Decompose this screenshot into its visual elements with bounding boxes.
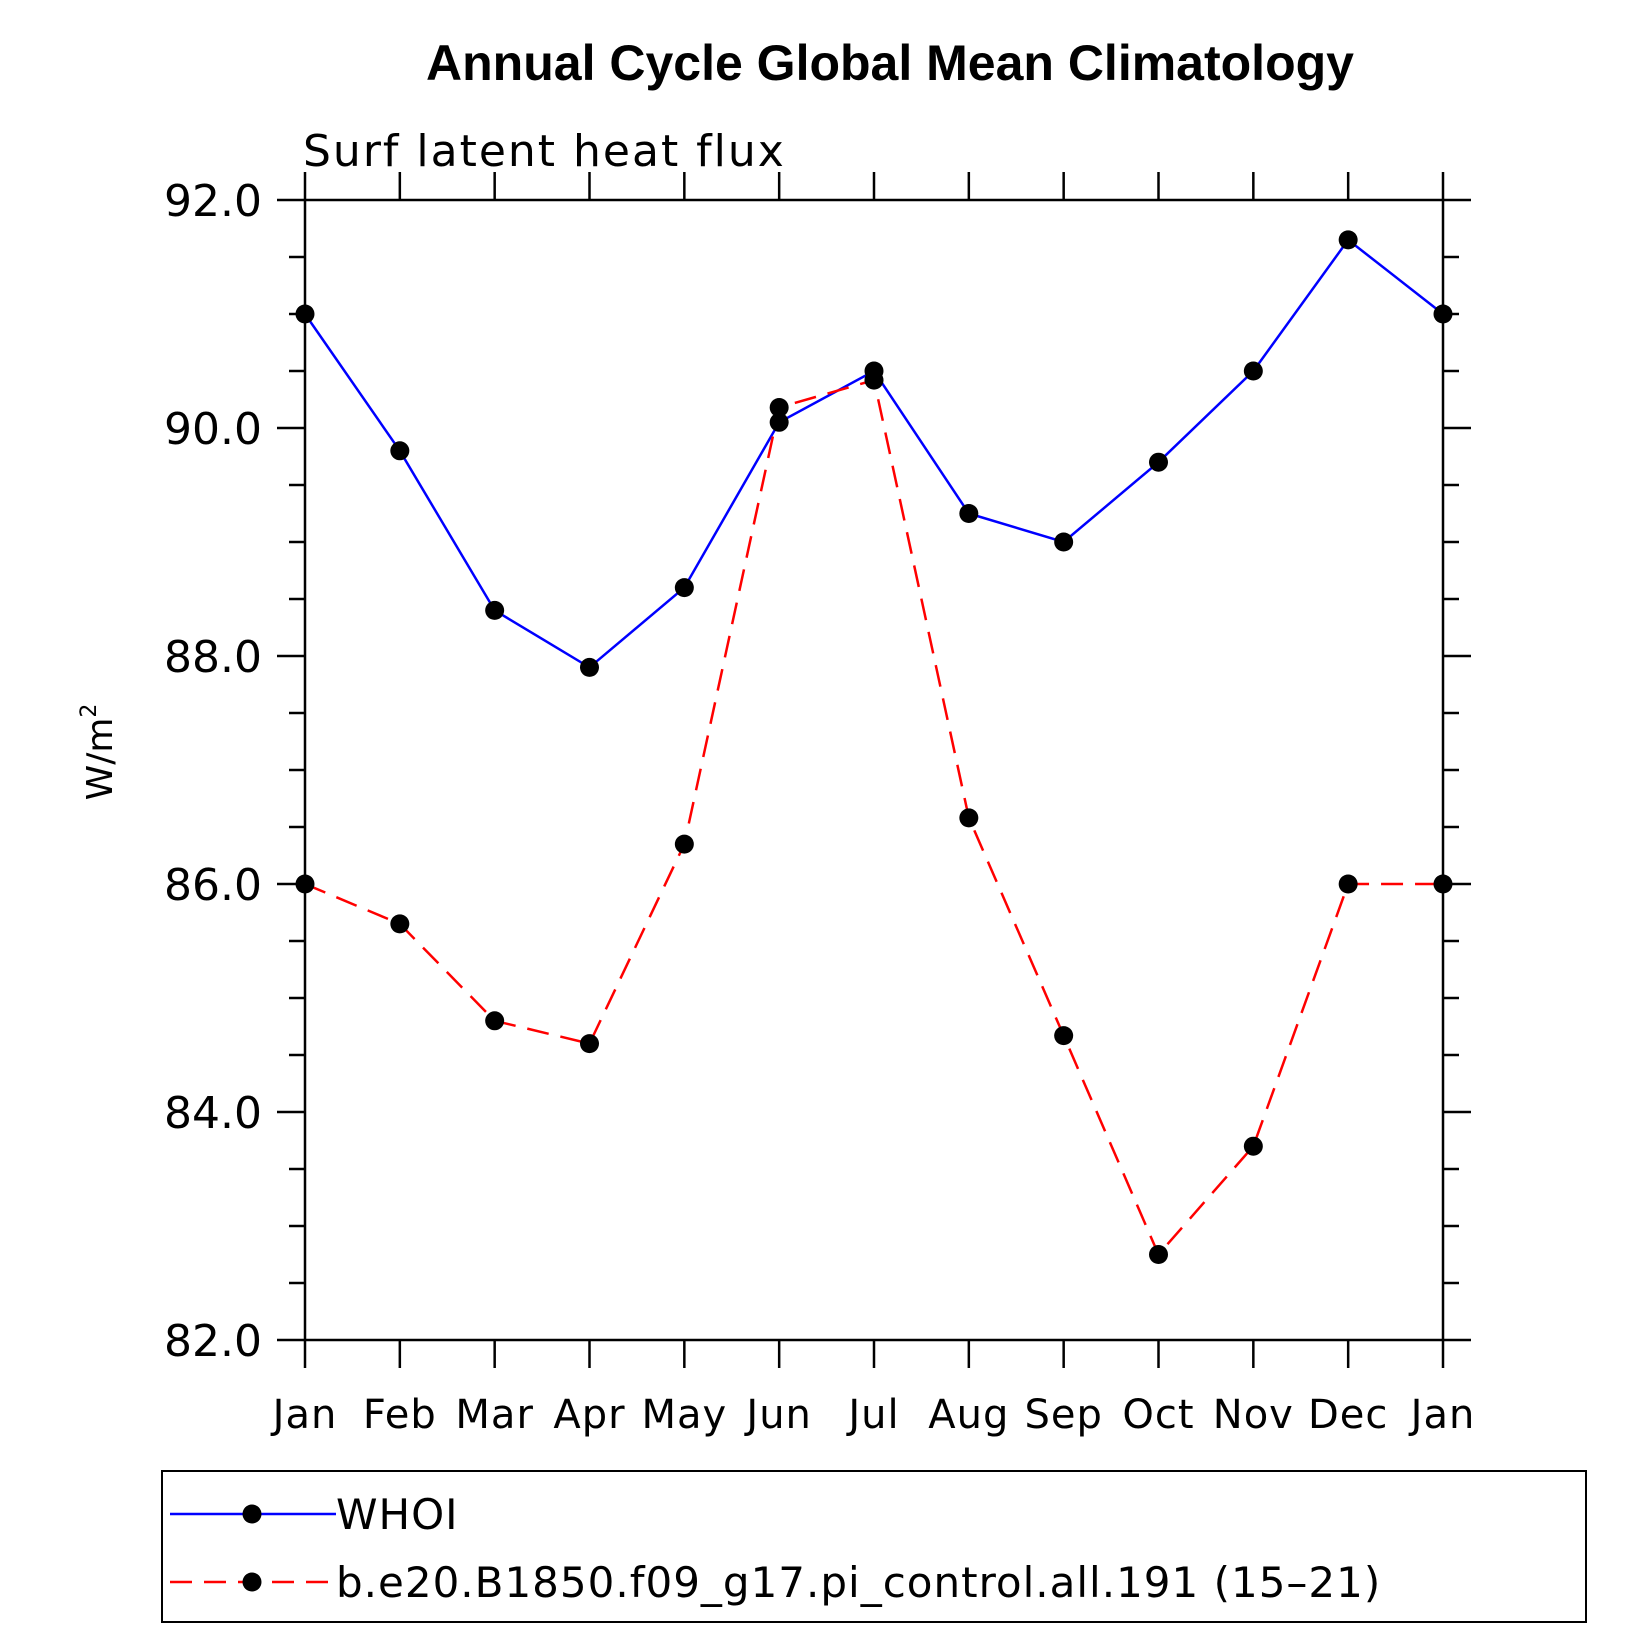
chart-subtitle: Surf latent heat flux [303,126,786,177]
x-tick-labels: Jan Feb Mar Apr May Jun Jul Aug Sep Oct Nov Dec Jan [270,1392,1476,1438]
y-tick-labels: 82.0 84.0 86.0 88.0 90.0 92.0 [164,176,262,1367]
y-tick-label: 90.0 [164,404,262,455]
data-point-1 [1054,1026,1074,1046]
x-tick-label: Mar [455,1392,533,1438]
chart-title: Annual Cycle Global Mean Climatology [426,35,1354,91]
data-point-0 [674,578,694,598]
data-point-1 [674,834,694,854]
data-point-0 [769,412,789,432]
svg-text:W/m2: W/m2 [77,704,121,801]
legend-label-1: b.e20.B1850.f09_g17.pi_control.all.191 (… [336,1558,1381,1607]
data-point-1 [864,370,884,390]
y-axis-label-text: W/m [80,718,121,801]
x-tick-label: Feb [363,1392,437,1438]
x-tick-label: Jul [845,1392,899,1438]
data-point-1 [390,914,410,934]
data-point-0 [1243,361,1263,381]
y-tick-label: 84.0 [164,1088,262,1139]
data-point-1 [1243,1136,1263,1156]
x-tick-label: Jan [270,1392,338,1438]
legend-box [161,1470,1587,1623]
axis-ticks [277,172,1471,1368]
legend-marker-1 [242,1572,262,1592]
data-point-1 [1338,874,1358,894]
data-point-1 [1149,1245,1168,1264]
data-point-1 [959,808,979,828]
data-point-0 [390,441,410,461]
data-point-0 [1338,230,1358,250]
x-tick-label: Oct [1122,1392,1194,1438]
y-tick-label: 88.0 [164,632,262,683]
legend-items: WHOI b.e20.B1850.f09_g17.pi_control.all.1… [170,1490,1381,1607]
y-tick-label: 92.0 [164,176,262,227]
data-point-1 [769,397,789,417]
y-tick-label: 86.0 [164,860,262,911]
data-point-0 [580,657,599,677]
y-axis-label: W/m2 [77,704,121,801]
data-point-0 [1054,532,1074,552]
data-point-0 [1149,452,1168,472]
series-line-1 [304,378,1443,1257]
data-point-1 [580,1034,599,1054]
x-tick-label: Apr [553,1392,625,1438]
x-tick-label: May [641,1392,727,1438]
legend-marker-0 [242,1504,262,1524]
x-tick-label: Sep [1024,1392,1102,1438]
data-point-1 [485,1011,505,1031]
x-tick-label: Nov [1213,1392,1294,1438]
series-line-0 [303,238,1444,669]
x-tick-label: Dec [1308,1392,1388,1438]
series-layer [295,230,1453,1264]
data-point-0 [959,504,979,523]
plot-frame [303,198,1445,1342]
x-tick-label: Jan [1408,1392,1476,1438]
y-tick-label: 82.0 [164,1316,262,1367]
y-axis-label-superscript: 2 [77,704,102,718]
x-tick-label: Aug [928,1392,1009,1438]
legend-label-0: WHOI [336,1490,459,1539]
x-tick-label: Jun [743,1392,812,1438]
data-point-0 [485,600,505,620]
legend: WHOI b.e20.B1850.f09_g17.pi_control.all.1… [161,1470,1587,1623]
